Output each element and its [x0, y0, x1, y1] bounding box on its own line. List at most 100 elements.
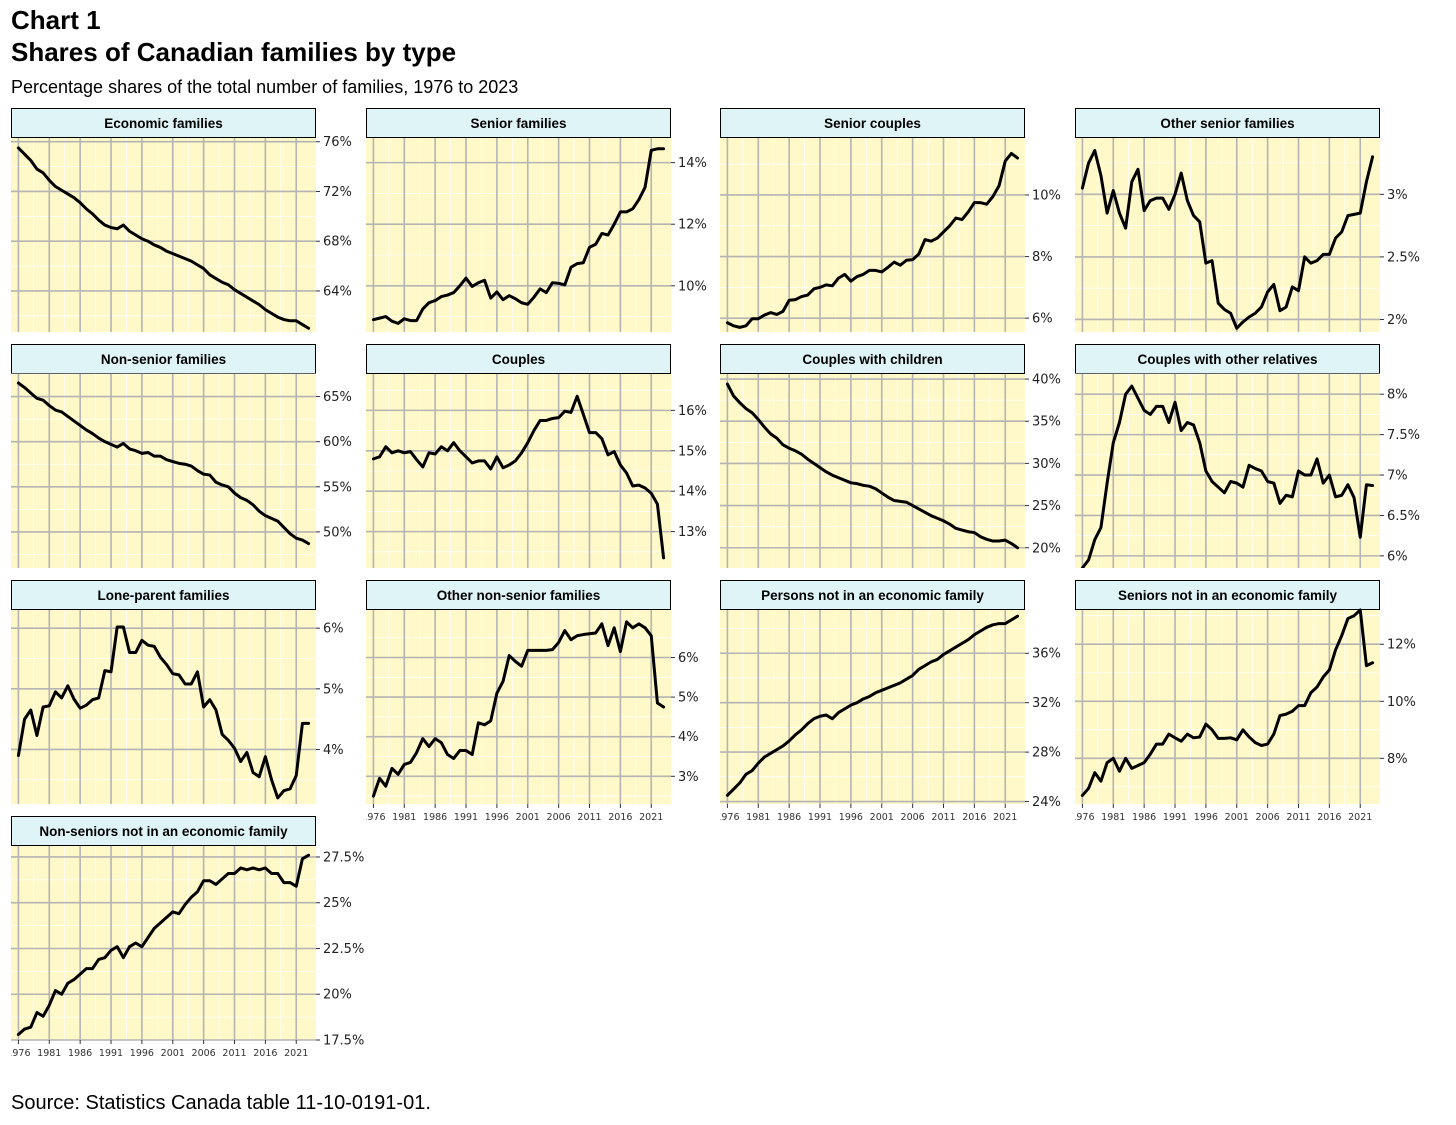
- data-point: [800, 295, 803, 298]
- data-point: [911, 258, 914, 261]
- data-point: [23, 152, 26, 156]
- data-point: [489, 467, 492, 471]
- data-point: [1192, 214, 1195, 217]
- data-point: [818, 286, 822, 289]
- panel-strip: [11, 580, 316, 610]
- data-point: [1192, 736, 1195, 740]
- data-point: [966, 638, 970, 641]
- series-line: [725, 614, 1020, 797]
- data-point: [396, 773, 400, 776]
- data-point: [1186, 421, 1189, 424]
- data-point: [563, 283, 567, 287]
- data-point: [837, 476, 840, 479]
- data-point: [637, 483, 641, 487]
- data-point: [251, 503, 255, 507]
- data-point: [800, 728, 803, 732]
- data-point: [91, 212, 94, 216]
- data-point: [757, 762, 760, 765]
- data-point: [165, 916, 168, 919]
- data-point: [128, 945, 131, 948]
- data-point: [514, 297, 517, 300]
- data-point: [948, 649, 951, 652]
- data-point: [276, 315, 279, 319]
- data-point: [177, 462, 181, 465]
- data-point: [72, 196, 76, 199]
- data-point: [1241, 320, 1245, 324]
- x-tick-label: 1991: [99, 1048, 123, 1059]
- data-point: [1217, 737, 1220, 740]
- data-point: [245, 295, 249, 299]
- data-point: [1081, 794, 1084, 797]
- data-point: [66, 982, 70, 985]
- panel-chart-svg: Senior families 10% 12% 14%: [366, 108, 707, 332]
- data-point: [1321, 253, 1325, 256]
- panel-couples: Couples 13% 14% 15% 16%: [366, 344, 726, 568]
- data-point: [1334, 648, 1337, 652]
- data-point: [295, 537, 298, 540]
- data-point: [538, 649, 542, 652]
- data-point: [171, 910, 174, 914]
- data-point: [146, 240, 150, 243]
- panel-chart-svg: Seniors not in an economic family 8% 10% 12…: [1075, 580, 1416, 823]
- data-point: [1186, 199, 1189, 202]
- data-point: [849, 481, 853, 485]
- data-point: [1291, 285, 1294, 289]
- data-point: [1260, 305, 1263, 309]
- series-line: [16, 146, 311, 330]
- data-point: [196, 263, 199, 267]
- data-point: [85, 967, 88, 970]
- data-point: [886, 266, 890, 269]
- y-tick-label: 72%: [323, 185, 352, 200]
- data-point: [520, 301, 523, 304]
- plot-background: [11, 138, 316, 332]
- data-point: [190, 464, 193, 468]
- data-point: [257, 303, 261, 306]
- data-point: [1284, 305, 1288, 309]
- data-point: [165, 663, 168, 666]
- data-point: [874, 691, 877, 694]
- data-point: [1093, 538, 1096, 541]
- data-point: [637, 198, 641, 201]
- data-point: [220, 877, 224, 881]
- data-point: [177, 673, 181, 677]
- data-point: [824, 283, 828, 287]
- data-point: [997, 622, 1001, 625]
- data-point: [115, 227, 119, 230]
- data-point: [421, 307, 425, 311]
- panel-title: Non-senior families: [101, 352, 226, 367]
- data-point: [17, 754, 20, 757]
- data-point: [514, 459, 517, 463]
- data-point: [301, 538, 304, 542]
- data-point: [794, 298, 797, 301]
- x-tick-label: 1986: [777, 812, 801, 823]
- data-point: [800, 452, 803, 456]
- x-tick-label: 1976: [366, 812, 386, 823]
- data-point: [1198, 441, 1201, 444]
- data-point: [732, 324, 735, 328]
- data-point: [464, 276, 468, 280]
- panel-non-senior-families: Non-senior families 50% 55% 60% 65%: [11, 344, 371, 568]
- y-tick-label: 5%: [678, 691, 699, 706]
- data-point: [1254, 741, 1257, 744]
- data-point: [1173, 736, 1177, 740]
- data-point: [276, 519, 279, 523]
- data-point: [985, 538, 988, 541]
- data-point: [146, 936, 150, 939]
- data-point: [257, 775, 261, 778]
- x-tick-label: 2011: [931, 812, 955, 823]
- data-point: [501, 680, 505, 683]
- data-point: [23, 717, 26, 721]
- data-point: [763, 425, 766, 429]
- panel-non-seniors-not-in-an-economic-family: Non-seniors not in an economic family 17.…: [11, 816, 371, 1066]
- data-point: [855, 275, 859, 278]
- data-point: [812, 717, 816, 720]
- y-tick-label: 65%: [323, 390, 352, 405]
- data-point: [91, 967, 94, 970]
- data-point: [196, 890, 199, 893]
- data-point: [899, 681, 902, 685]
- y-tick-label: 50%: [323, 525, 352, 540]
- data-point: [936, 236, 939, 240]
- data-point: [1217, 302, 1220, 305]
- data-point: [1309, 261, 1313, 265]
- source-note: Source: Statistics Canada table 11-10-01…: [11, 1092, 431, 1114]
